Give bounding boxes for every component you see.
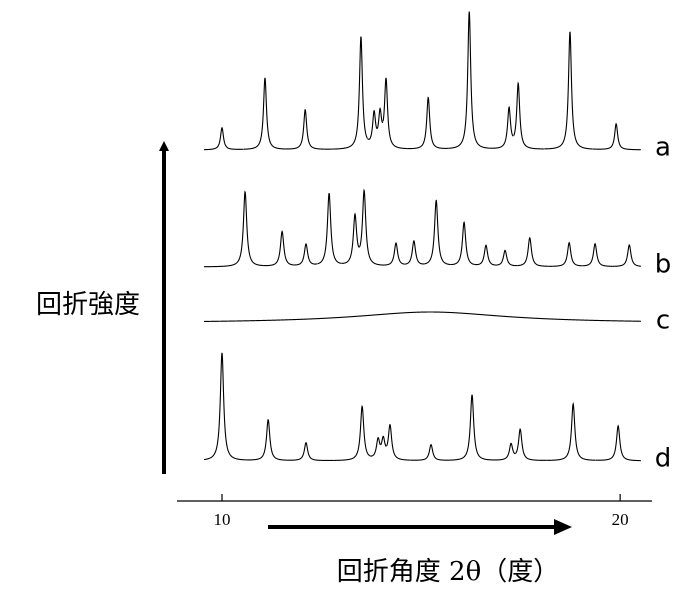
peak bbox=[203, 352, 246, 461]
peak bbox=[342, 212, 360, 264]
peak bbox=[491, 442, 516, 461]
peak bbox=[513, 81, 544, 150]
series-label: a bbox=[655, 133, 671, 163]
peak bbox=[367, 110, 378, 140]
peak bbox=[450, 221, 475, 266]
peak bbox=[245, 418, 288, 461]
peak bbox=[582, 242, 613, 267]
series-label: b bbox=[655, 250, 672, 280]
peak bbox=[287, 442, 334, 462]
peak bbox=[243, 77, 286, 150]
peak bbox=[549, 241, 582, 267]
peak bbox=[612, 244, 641, 267]
peak bbox=[317, 192, 342, 265]
peak bbox=[407, 96, 449, 150]
peak bbox=[285, 108, 333, 150]
peak bbox=[376, 107, 384, 130]
peak bbox=[404, 239, 426, 265]
peak bbox=[517, 236, 550, 267]
x-tick-label: 20 bbox=[612, 510, 629, 529]
peak bbox=[294, 243, 318, 266]
peak bbox=[369, 436, 381, 457]
peak bbox=[495, 249, 518, 267]
peak bbox=[448, 11, 490, 149]
peak bbox=[204, 190, 264, 268]
series-label: c bbox=[656, 306, 670, 336]
peak bbox=[380, 435, 387, 447]
peak bbox=[333, 36, 368, 150]
peak bbox=[380, 242, 405, 266]
peak bbox=[204, 126, 244, 151]
peak bbox=[263, 230, 294, 267]
peak bbox=[359, 188, 381, 266]
peak bbox=[334, 404, 371, 461]
peak bbox=[424, 199, 451, 266]
peak bbox=[515, 428, 547, 461]
peak bbox=[595, 424, 641, 462]
peak bbox=[474, 244, 496, 266]
peak bbox=[546, 401, 596, 461]
x-axis-title: 回折角度 2θ（度） bbox=[337, 557, 559, 587]
x-tick-label: 10 bbox=[213, 510, 230, 529]
peak bbox=[544, 31, 593, 150]
peak bbox=[410, 443, 452, 461]
peak bbox=[451, 394, 492, 461]
peak bbox=[386, 423, 411, 461]
peak bbox=[382, 77, 408, 150]
peak bbox=[593, 123, 641, 151]
peak bbox=[204, 311, 641, 322]
y-axis-title: 回折強度 bbox=[36, 290, 140, 320]
peak bbox=[489, 105, 514, 149]
series-label: d bbox=[655, 444, 672, 474]
